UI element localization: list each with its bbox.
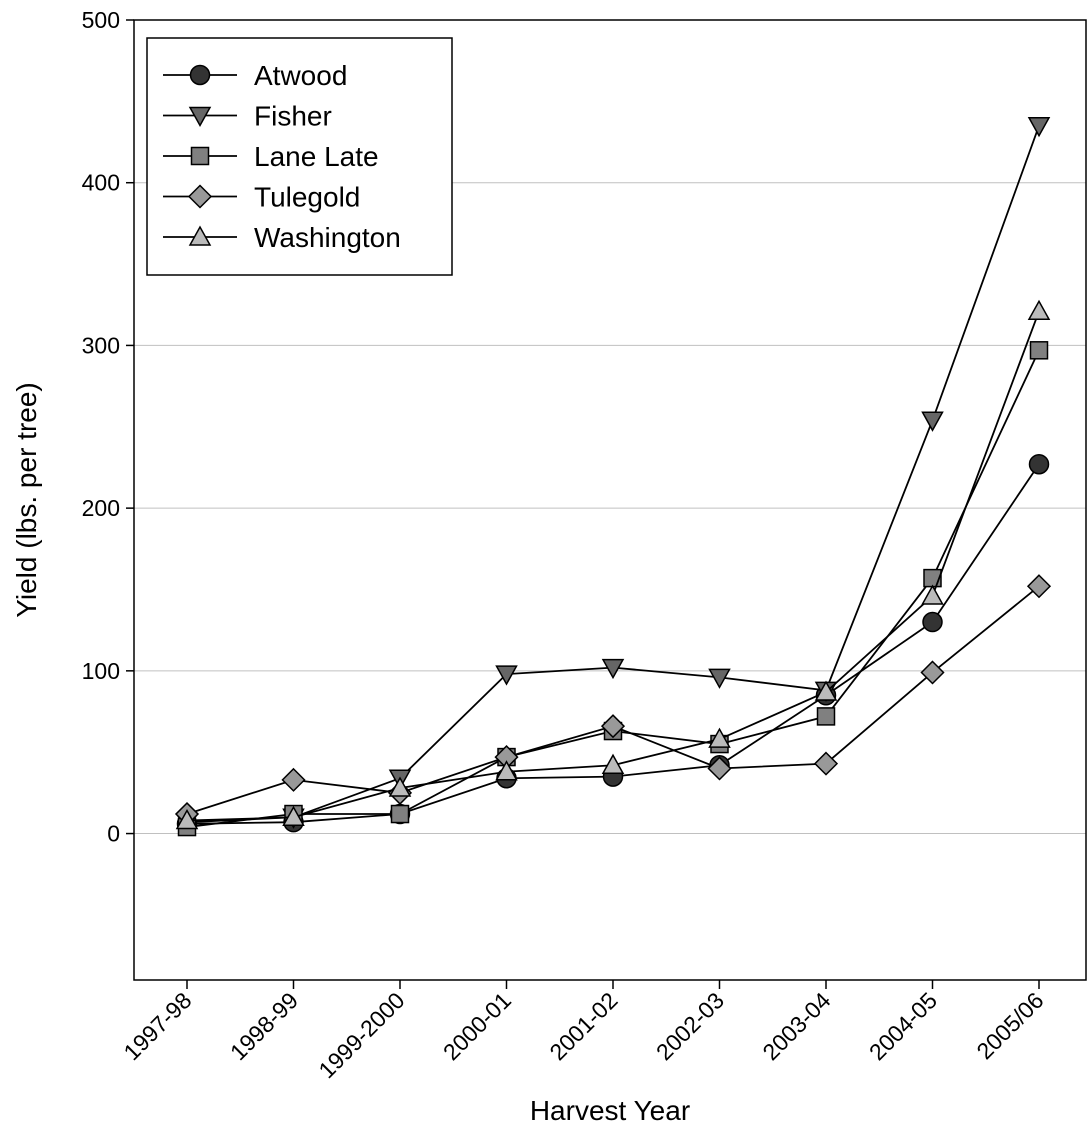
legend-item-lane-late: Lane Late [163, 141, 379, 172]
plot-frame [133, 19, 1087, 981]
data-point-atwood [1028, 453, 1050, 475]
data-point-washington [282, 805, 305, 827]
x-tick-label: 2004-05 [864, 987, 942, 1065]
x-tick-label: 1999-2000 [313, 987, 409, 1083]
legend-label: Atwood [254, 60, 347, 91]
data-point-tulegold [707, 756, 732, 781]
y-tick-label: 300 [82, 332, 120, 358]
data-point-washington [708, 727, 731, 748]
series-atwood [176, 453, 1050, 835]
data-point-lane-late [816, 707, 836, 726]
legend-item-tulegold: Tulegold [163, 182, 360, 213]
data-point-washington [388, 776, 412, 797]
x-axis-title: Harvest Year [530, 1095, 690, 1126]
x-tick-label: 1997-98 [118, 987, 196, 1065]
data-point-lane-late [390, 804, 410, 824]
legend-label: Lane Late [254, 141, 379, 172]
legend-item-fisher: Fisher [163, 101, 332, 132]
data-point-fisher [1027, 117, 1051, 138]
x-tick-label: 2003-04 [757, 987, 835, 1065]
x-tick-label: 2005/06 [971, 987, 1048, 1064]
legend-marker [188, 225, 212, 246]
legend-marker [187, 184, 213, 209]
y-tick-label: 0 [107, 821, 120, 847]
data-point-tulegold [600, 714, 626, 739]
series-washington [175, 299, 1051, 830]
legend-item-washington: Washington [163, 222, 401, 253]
y-tick-label: 100 [82, 658, 120, 684]
data-point-washington [814, 680, 838, 701]
y-tick-label: 500 [82, 7, 120, 33]
data-point-lane-late [1029, 341, 1049, 360]
data-point-tulegold [281, 767, 306, 792]
data-point-washington [921, 584, 944, 605]
data-point-washington [1027, 299, 1051, 321]
data-point-washington [175, 808, 199, 830]
data-point-atwood [922, 611, 943, 633]
legend-marker [188, 106, 212, 128]
data-point-tulegold [1026, 574, 1052, 599]
data-point-tulegold [813, 751, 839, 776]
data-point-washington [601, 753, 625, 774]
x-tick-label: 2002-03 [651, 987, 729, 1065]
x-tick-label: 1998-99 [225, 987, 303, 1065]
y-tick-label: 400 [82, 170, 120, 196]
x-tick-label: 2000-01 [438, 987, 516, 1065]
x-tick-label: 2001-02 [544, 987, 622, 1065]
legend-label: Tulegold [254, 182, 360, 213]
data-point-fisher [921, 411, 944, 432]
data-point-washington [495, 760, 518, 781]
legend-marker [190, 146, 210, 166]
data-point-fisher [708, 668, 731, 689]
data-point-fisher [601, 658, 625, 680]
series-tulegold [174, 574, 1052, 827]
legend-marker [189, 64, 211, 86]
y-axis-title: Yield (lbs. per tree) [11, 382, 42, 618]
series-group [174, 117, 1052, 837]
data-point-tulegold [920, 660, 945, 685]
series-line-washington [186, 310, 1040, 822]
legend-label: Washington [254, 222, 401, 253]
y-tick-label: 200 [82, 495, 120, 521]
legend: Atwood Fisher Lane Late Tulegold Washington [146, 37, 453, 276]
data-point-fisher [495, 665, 518, 686]
legend-label: Fisher [254, 101, 332, 132]
legend-item-atwood: Atwood [163, 60, 347, 91]
